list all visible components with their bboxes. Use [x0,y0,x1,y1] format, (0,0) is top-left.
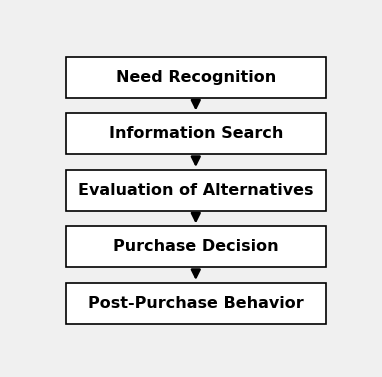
FancyBboxPatch shape [66,57,326,98]
Text: Purchase Decision: Purchase Decision [113,239,278,254]
Text: Evaluation of Alternatives: Evaluation of Alternatives [78,183,314,198]
FancyBboxPatch shape [66,113,326,155]
FancyBboxPatch shape [66,170,326,211]
Text: Information Search: Information Search [108,126,283,141]
Text: Post-Purchase Behavior: Post-Purchase Behavior [88,296,304,311]
Text: Need Recognition: Need Recognition [116,70,276,85]
FancyBboxPatch shape [66,283,326,324]
FancyBboxPatch shape [66,226,326,267]
